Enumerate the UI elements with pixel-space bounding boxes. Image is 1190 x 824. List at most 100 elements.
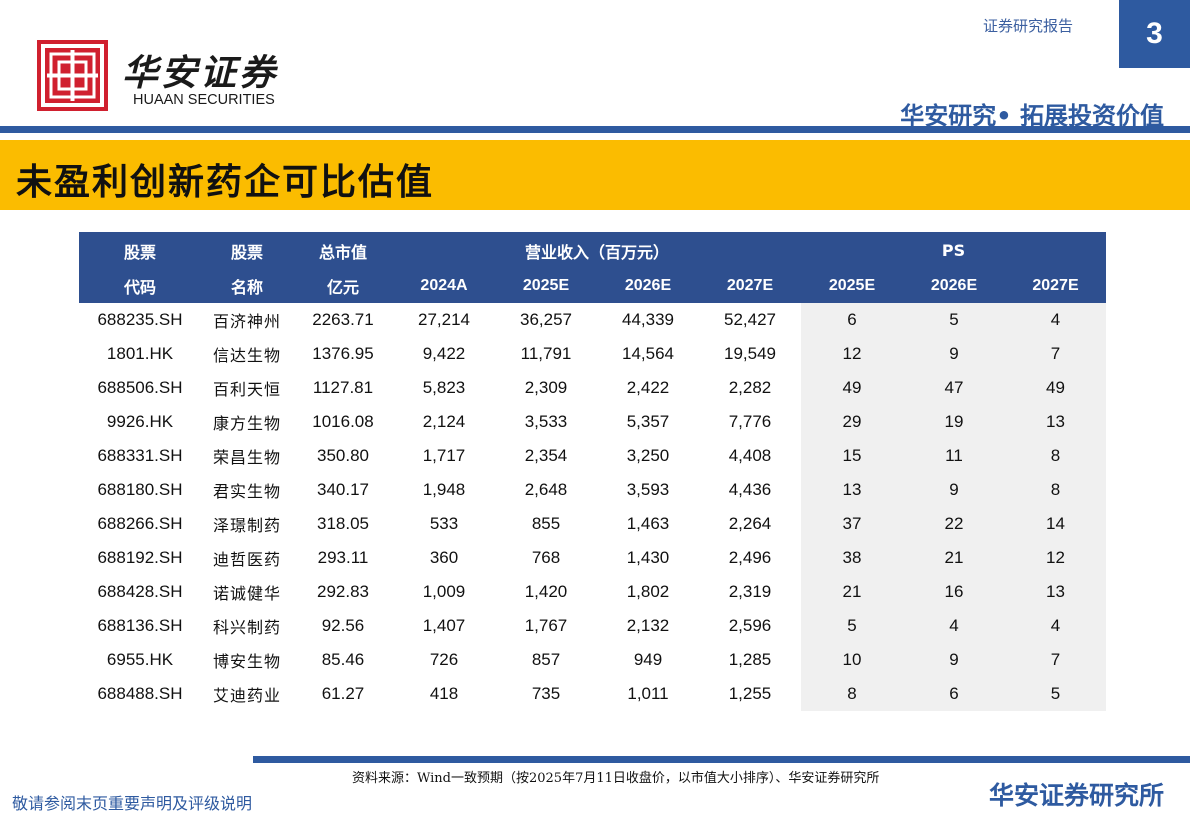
cell-ps-2026e: 11 (945, 446, 963, 465)
cell-ps-2026e: 9 (949, 480, 959, 499)
cell-code: 688506.SH (97, 378, 183, 397)
title-band (0, 140, 1190, 210)
cell-revenue-2026e: 1,430 (626, 548, 670, 567)
header-ps-year: 2026E (930, 276, 978, 294)
cell-ps-2026e: 4 (949, 616, 959, 635)
cell-ps-2027e: 7 (1050, 650, 1061, 669)
cell-ps-2027e: 49 (1046, 378, 1065, 397)
cell-market-cap: 350.80 (317, 446, 369, 465)
table-row: 688136.SH 科兴制药 92.56 1,407 1,767 2,132 2,596 5 4… (79, 609, 1106, 643)
cell-revenue-2024a: 418 (429, 684, 459, 703)
cell-revenue-2026e: 2,422 (626, 378, 670, 397)
cell-code: 9926.HK (106, 412, 174, 431)
cell-revenue-2024a: 9,422 (422, 344, 466, 363)
cell-revenue-2027e: 2,282 (728, 378, 772, 397)
cell-market-cap: 92.56 (321, 616, 365, 635)
cell-revenue-2025e: 768 (531, 548, 561, 567)
table-row: 9926.HK 康方生物 1016.08 2,124 3,533 5,357 7,776 29… (79, 405, 1106, 439)
cell-name: 诺诚健华 (212, 584, 281, 603)
header-ps-year: 2027E (1032, 276, 1079, 294)
cell-revenue-2024a: 2,124 (422, 412, 466, 431)
cell-ps-2027e: 13 (1046, 582, 1065, 601)
cell-name: 科兴制药 (212, 618, 281, 637)
cell-market-cap: 1127.81 (312, 378, 374, 397)
cell-revenue-2026e: 44,339 (622, 310, 674, 329)
cell-market-cap: 340.17 (317, 480, 369, 499)
cell-revenue-2027e: 4,436 (728, 480, 772, 499)
cell-ps-2026e: 19 (944, 412, 964, 431)
cell-revenue-2025e: 857 (531, 650, 561, 669)
cell-revenue-2025e: 1,767 (524, 616, 568, 635)
cell-code: 6955.HK (106, 650, 174, 669)
header-code-bottom: 代码 (123, 277, 156, 297)
header-name-bottom: 名称 (230, 277, 263, 297)
valuation-table: 股票 代码 股票 名称 总市值 亿元 营业收入（百万元） PS 2024A 20… (79, 232, 1106, 711)
cell-ps-2027e: 8 (1050, 446, 1061, 465)
cell-ps-2026e: 22 (944, 514, 964, 533)
cell-revenue-2024a: 360 (429, 548, 459, 567)
cell-revenue-2024a: 1,717 (422, 446, 466, 465)
table-row: 6955.HK 博安生物 85.46 726 857 949 1,285 10 9 7 (79, 643, 1106, 677)
cell-ps-2025e: 10 (842, 650, 862, 669)
disclaimer-link[interactable]: 敬请参阅末页重要声明及评级说明 (12, 794, 253, 813)
table-row: 688428.SH 诺诚健华 292.83 1,009 1,420 1,802 2,319 2… (79, 575, 1106, 609)
cell-ps-2027e: 4 (1050, 616, 1061, 635)
cell-ps-2025e: 38 (842, 548, 862, 567)
cell-revenue-2024a: 27,214 (418, 310, 470, 329)
cell-ps-2025e: 49 (842, 378, 862, 397)
header-ps-group: PS (941, 241, 966, 260)
cell-name: 荣昌生物 (212, 448, 281, 467)
cell-code: 688136.SH (97, 616, 183, 635)
cell-revenue-2025e: 855 (531, 514, 561, 533)
cell-code: 688180.SH (97, 480, 183, 499)
table-row: 688506.SH 百利天恒 1127.81 5,823 2,309 2,422 2,282… (79, 371, 1106, 405)
cell-name: 康方生物 (212, 414, 281, 433)
table-row: 688180.SH 君实生物 340.17 1,948 2,648 3,593 4,436 1… (79, 473, 1106, 507)
cell-revenue-2026e: 1,463 (626, 514, 670, 533)
header-revenue-group: 营业收入（百万元） (524, 242, 669, 262)
cell-market-cap: 2263.71 (312, 310, 374, 329)
cell-market-cap: 1376.95 (312, 344, 374, 363)
cell-revenue-2027e: 7,776 (728, 412, 772, 431)
report-type-label: 证券研究报告 (983, 17, 1074, 35)
cell-ps-2025e: 21 (842, 582, 862, 601)
page-title: 未盈利创新药企可比估值 (16, 161, 435, 203)
cell-ps-2026e: 9 (949, 344, 959, 363)
cell-ps-2026e: 47 (944, 378, 964, 397)
cell-ps-2026e: 9 (949, 650, 959, 669)
header-rev-year: 2027E (726, 276, 774, 294)
header-rev-year: 2024A (420, 276, 468, 294)
cell-revenue-2026e: 3,593 (626, 480, 670, 499)
header-divider (0, 126, 1190, 133)
cell-code: 1801.HK (106, 344, 174, 363)
cell-revenue-2025e: 2,648 (524, 480, 568, 499)
cell-revenue-2025e: 36,257 (520, 310, 572, 329)
cell-revenue-2026e: 5,357 (626, 412, 670, 431)
cell-ps-2027e: 4 (1050, 310, 1061, 329)
cell-ps-2025e: 15 (842, 446, 862, 465)
huaan-logo-icon (37, 40, 108, 111)
source-note: 资料来源：Wind一致预期（按2025年7月11日收盘价，以市值大小排序）、华安… (352, 771, 880, 786)
header-name-top: 股票 (230, 242, 263, 262)
cell-revenue-2025e: 735 (531, 684, 561, 703)
page-number-badge: 3 (1119, 0, 1190, 68)
cell-ps-2027e: 12 (1046, 548, 1065, 567)
table-header: 股票 代码 股票 名称 总市值 亿元 营业收入（百万元） PS 2024A 20… (79, 232, 1106, 303)
table-row: 688266.SH 泽璟制药 318.05 533 855 1,463 2,264 37 22 1… (79, 507, 1106, 541)
cell-ps-2026e: 21 (944, 548, 964, 567)
cell-ps-2025e: 5 (847, 616, 857, 635)
cell-revenue-2025e: 2,309 (524, 378, 568, 397)
cell-name: 迪哲医药 (212, 550, 281, 569)
ps-column-shading (801, 303, 1106, 711)
cell-revenue-2027e: 2,596 (728, 616, 772, 635)
table-body: 688235.SH 百济神州 2263.71 27,214 36,257 44,339 52… (79, 303, 1106, 711)
cell-ps-2025e: 6 (847, 310, 857, 329)
cell-ps-2027e: 13 (1046, 412, 1065, 431)
cell-market-cap: 61.27 (321, 684, 365, 703)
cell-ps-2027e: 7 (1050, 344, 1061, 363)
cell-revenue-2026e: 3,250 (626, 446, 670, 465)
cell-code: 688235.SH (97, 310, 183, 329)
cell-market-cap: 1016.08 (312, 412, 374, 431)
header-mcap-bottom: 亿元 (326, 277, 359, 297)
cell-code: 688428.SH (97, 582, 183, 601)
